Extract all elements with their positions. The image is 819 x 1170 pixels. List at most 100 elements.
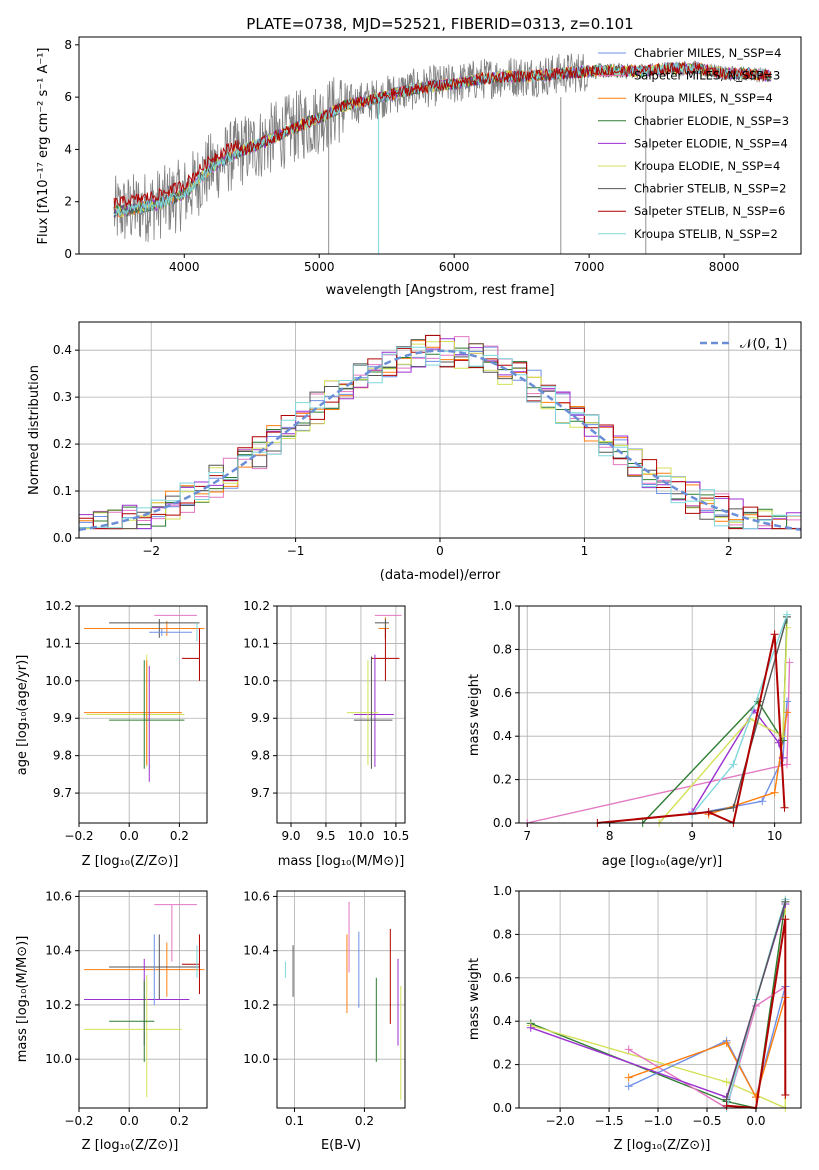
- weight-marker: [722, 1038, 731, 1047]
- y-tick-label: 10.2: [243, 599, 270, 613]
- weight-marker: [770, 788, 779, 797]
- y-tick-label: 0.6: [493, 686, 512, 700]
- x-tick-label: 10: [767, 829, 782, 843]
- y-tick-label: 0.8: [493, 927, 512, 941]
- x-tick-label: 0.1: [285, 1114, 304, 1128]
- residuals-series: [78, 334, 802, 532]
- y-tick-label: 0.2: [493, 1058, 512, 1072]
- x-tick-label: 0.0: [120, 829, 139, 843]
- weight-marker: [785, 658, 794, 667]
- y-tick-label: 0.4: [493, 729, 512, 743]
- x-tick-label: −0.2: [64, 829, 93, 843]
- residuals-xlabel: (data-model)/error: [380, 568, 501, 583]
- legend-label: Salpeter ELODIE, N_SSP=4: [634, 136, 788, 150]
- weight-line: [658, 627, 788, 824]
- mass-vs-ebv-axes: 0.1 0.2 10.0 10.2 10.4 10.6: [243, 889, 406, 1128]
- x-tick-label: 8000: [709, 260, 740, 274]
- weight-marker: [782, 610, 791, 619]
- y-tick-label: 0.2: [53, 437, 72, 451]
- y-tick-label: 10.2: [45, 998, 72, 1012]
- y-tick-label: 1.0: [493, 884, 512, 898]
- legend-label: Kroupa ELODIE, N_SSP=4: [634, 159, 780, 173]
- x-tick-label: −2.0: [546, 1114, 575, 1128]
- y-tick-label: 0.3: [53, 390, 72, 404]
- axes-frame: [518, 890, 802, 1109]
- weight-line: [726, 919, 787, 1110]
- age-vs-mass-grid: [277, 605, 405, 823]
- y-tick-label: 2: [64, 195, 72, 209]
- mass-vs-Z-axes: −0.2 0.0 0.2 10.0 10.2 10.4 10.6: [45, 889, 208, 1128]
- normal-curve: [78, 349, 802, 532]
- y-tick-label: 10.4: [243, 944, 270, 958]
- spectrum-legend: Chabrier MILES, N_SSP=4 Salpeter MILES, N…: [598, 46, 789, 241]
- x-tick-label: 0.2: [355, 1114, 374, 1128]
- weight-marker: [781, 1090, 790, 1099]
- x-tick-label: 0.2: [170, 829, 189, 843]
- x-tick-label: 4000: [169, 260, 200, 274]
- spectrum-ylabel: Flux [fλ10⁻¹⁷ erg cm⁻² s⁻¹ A⁻¹]: [36, 48, 51, 245]
- x-tick-label: 0.0: [746, 1114, 765, 1128]
- y-tick-label: 10.0: [243, 674, 270, 688]
- weight-marker: [781, 897, 790, 906]
- mass-vs-Z-xlabel: Z [log₁₀(Z/Z⊙)]: [82, 1138, 179, 1153]
- residuals-ylabel: Normed distribution: [27, 365, 42, 495]
- weight-marker: [781, 915, 790, 924]
- weight-marker: [624, 1045, 633, 1054]
- axes-frame: [78, 890, 208, 1109]
- x-tick-label: 2: [725, 544, 733, 558]
- x-tick-label: 0.2: [170, 1114, 189, 1128]
- axes-frame: [518, 605, 802, 824]
- legend-label: Kroupa STELIB, N_SSP=2: [634, 227, 778, 241]
- weights-vs-age-xlabel: age [log₁₀(age/yr)]: [602, 854, 723, 869]
- y-tick-label: 10.0: [243, 1052, 270, 1066]
- model-spectrum-line: [113, 61, 772, 209]
- residuals-axes: −2 −1 0 1 2 0.0 0.1 0.2 0.3 0.4: [53, 321, 802, 558]
- weights-vs-Z-ylabel: mass weight: [467, 958, 482, 1040]
- y-tick-label: 9.8: [251, 749, 270, 763]
- weight-marker: [704, 808, 713, 817]
- y-tick-label: 10.2: [243, 998, 270, 1012]
- y-tick-label: 0.4: [53, 343, 72, 357]
- x-tick-label: −2: [142, 544, 160, 558]
- y-tick-label: 6: [64, 90, 72, 104]
- weights-vs-age-axes: 7 8 9 10 0.0 0.2 0.4 0.6 0.8 1.0: [493, 599, 802, 843]
- weight-marker: [782, 760, 791, 769]
- y-tick-label: 0.2: [493, 773, 512, 787]
- x-tick-label: 1: [581, 544, 589, 558]
- y-tick-label: 9.7: [53, 786, 72, 800]
- mass-vs-Z-errorbars: [84, 904, 205, 1098]
- axes-frame: [276, 890, 406, 1109]
- mass-vs-ebv-xlabel: E(B-V): [321, 1138, 361, 1153]
- mass-vs-Z-panel: −0.2 0.0 0.2 10.0 10.2 10.4 10.6 Z [log₁₀(Z/Z⊙…: [15, 889, 208, 1153]
- residuals-legend: 𝒩(0, 1): [700, 337, 787, 352]
- mass-vs-ebv-grid: [277, 891, 405, 1108]
- age-vs-Z-xlabel: Z [log₁₀(Z/Z⊙)]: [82, 854, 179, 869]
- weight-line: [628, 985, 786, 1110]
- x-tick-label: 0.0: [120, 1114, 139, 1128]
- figure-title: PLATE=0738, MJD=52521, FIBERID=0313, z=0…: [246, 15, 633, 33]
- x-tick-label: 5000: [304, 260, 335, 274]
- x-tick-label: 6000: [439, 260, 470, 274]
- mass-vs-Z-ylabel: mass [log₁₀(M/M⊙)]: [15, 936, 30, 1063]
- y-tick-label: 4: [64, 142, 72, 156]
- weights-vs-Z-series: [526, 895, 790, 1112]
- x-tick-label: 7000: [574, 260, 605, 274]
- y-tick-label: 9.9: [53, 711, 72, 725]
- spectrum-lines: [113, 53, 772, 254]
- axes-frame: [78, 605, 208, 824]
- spectrum-series: [113, 53, 772, 254]
- legend-label: Kroupa MILES, N_SSP=4: [634, 91, 773, 105]
- y-tick-label: 8: [64, 38, 72, 52]
- y-tick-label: 9.8: [53, 749, 72, 763]
- weights-vs-Z-xlabel: Z [log₁₀(Z/Z⊙)]: [614, 1138, 711, 1153]
- y-tick-label: 10.6: [243, 889, 270, 903]
- weight-line: [628, 997, 786, 1100]
- normal-curve-legend-label: 𝒩(0, 1): [740, 337, 787, 352]
- spectrum-xlabel: wavelength [Angstrom, rest frame]: [326, 283, 555, 298]
- y-tick-label: 10.2: [45, 599, 72, 613]
- weight-marker: [526, 1023, 535, 1032]
- weight-marker: [729, 760, 738, 769]
- age-vs-mass-axes: 9.0 9.5 10.0 10.5 9.7 9.8 9.9 10.0 10.1 10.2: [243, 599, 409, 843]
- residuals-panel: −2 −1 0 1 2 0.0 0.1 0.2 0.3 0.4 (data-model)/erro…: [27, 321, 802, 583]
